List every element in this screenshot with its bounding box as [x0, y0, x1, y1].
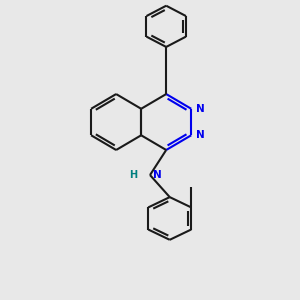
- Text: N: N: [196, 104, 204, 114]
- Text: N: N: [153, 170, 162, 180]
- Text: H: H: [129, 170, 137, 180]
- Text: N: N: [196, 130, 204, 140]
